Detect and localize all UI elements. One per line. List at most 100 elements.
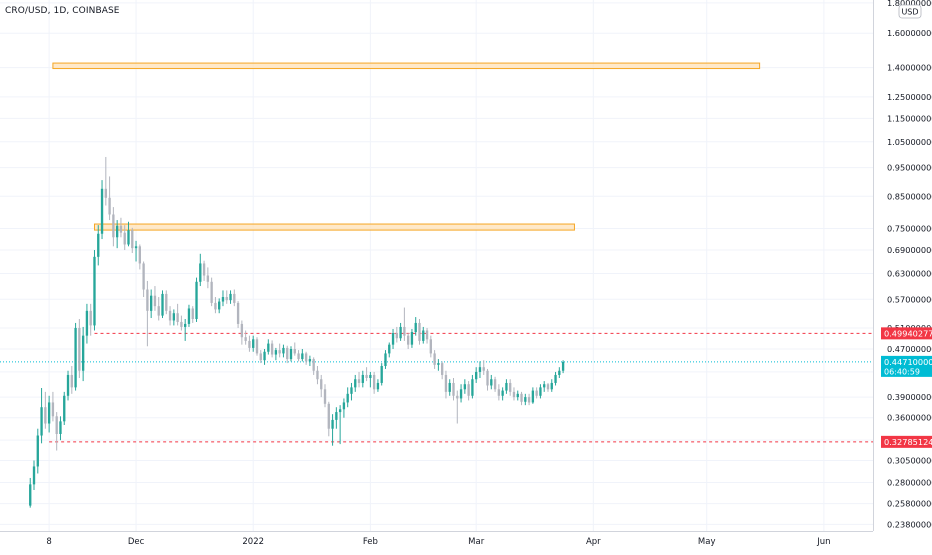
candle-body (70, 374, 73, 388)
candle-body (327, 403, 330, 429)
candle-body (384, 353, 387, 367)
candle (236, 301, 240, 328)
candle-body (153, 295, 157, 307)
resistance-zone (93, 223, 575, 231)
x-tick-label: Jun (816, 537, 830, 547)
candle-body (127, 230, 130, 245)
candle-body (516, 393, 519, 398)
candle-body (100, 188, 104, 234)
candle-body (475, 371, 478, 380)
candle-body (255, 339, 259, 354)
candle-body (40, 407, 43, 436)
y-tick-label: 0.25800000 (887, 499, 932, 509)
candle (471, 374, 474, 399)
candle (531, 387, 535, 404)
candle (527, 393, 531, 406)
candle-body (112, 214, 115, 238)
candle (558, 367, 561, 378)
y-tick-label: 0.47000000 (887, 344, 932, 354)
candle-body (535, 390, 538, 396)
candle (282, 344, 285, 358)
candle (187, 304, 191, 327)
candle (142, 261, 145, 298)
candle (327, 401, 330, 437)
candle-body (410, 332, 414, 345)
candle-body (51, 402, 55, 417)
candle-body (36, 435, 39, 467)
y-tick-label: 1.15000000 (887, 113, 932, 123)
candle (380, 363, 383, 386)
candle-body (74, 327, 77, 388)
candle (448, 379, 451, 396)
candle-body (63, 395, 66, 422)
candle-body (550, 382, 553, 390)
resistance-zone (52, 62, 761, 70)
price-zones (52, 62, 761, 231)
candle (444, 370, 448, 399)
candle (403, 307, 406, 341)
candle-body (354, 379, 357, 388)
candle (535, 387, 538, 399)
candle-body (558, 370, 561, 375)
candle-body (380, 366, 383, 383)
candle-body (78, 327, 81, 371)
candle-body (214, 302, 217, 310)
candle-body (29, 484, 32, 506)
candle-body (490, 379, 493, 386)
candle-body (505, 382, 508, 391)
candle (259, 350, 262, 364)
candle-body (89, 310, 92, 326)
candle (467, 381, 470, 401)
candle (293, 342, 296, 356)
candle (463, 379, 467, 394)
candle-body (388, 344, 391, 354)
candle (119, 217, 123, 238)
candle-body (142, 263, 145, 290)
candle-body (463, 384, 467, 390)
candle (85, 303, 89, 344)
candle-body (531, 390, 535, 403)
horizontal-levels (0, 332, 873, 443)
candle-body (456, 395, 459, 399)
candle-body (225, 297, 228, 301)
y-tick-label: 1.05000000 (887, 137, 932, 147)
candle-body (282, 347, 285, 354)
candle-body (546, 384, 550, 390)
candle-body (342, 402, 346, 410)
candle (456, 390, 459, 424)
candle-body (331, 419, 334, 429)
level-price-tag (881, 435, 932, 448)
candle-body (180, 321, 183, 327)
candle (233, 289, 236, 307)
candle (138, 244, 142, 270)
y-tick-label: 1.25000000 (887, 92, 932, 102)
level-price-tag (881, 327, 932, 340)
candle-body (104, 188, 107, 198)
candle (493, 376, 497, 392)
candle-body (236, 302, 240, 324)
candle-body (512, 391, 516, 398)
candle (539, 384, 542, 399)
candle (365, 367, 368, 382)
candle-body (433, 353, 436, 365)
candle (191, 306, 194, 323)
candle (218, 298, 221, 314)
candle-body (252, 339, 255, 348)
candle (361, 370, 364, 388)
candle (32, 460, 36, 490)
x-tick-label: Mar (468, 537, 485, 547)
candle-body (524, 397, 527, 402)
candle-body (108, 197, 111, 215)
y-tick-label: 0.36000000 (887, 413, 932, 423)
candle-body (229, 293, 232, 301)
candle (146, 280, 149, 347)
candle (278, 343, 281, 358)
y-tick-label: 0.95000000 (887, 163, 932, 173)
candle (252, 335, 255, 352)
candle (395, 326, 398, 343)
candle-body (425, 330, 429, 340)
candle-body (497, 389, 501, 396)
candle (406, 333, 410, 350)
candle-body (486, 370, 489, 386)
